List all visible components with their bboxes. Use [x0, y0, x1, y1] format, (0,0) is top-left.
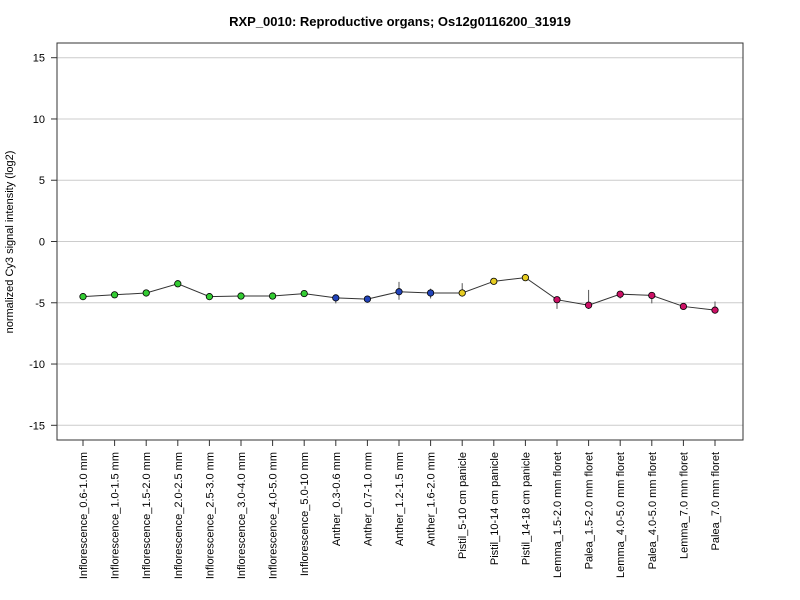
data-point [111, 291, 119, 299]
x-tick-label: Pistil_5-10 cm panicle [457, 452, 469, 559]
y-axis-label: normalized Cy3 signal intensity (log2) [4, 151, 16, 334]
x-tick-label: Inflorescence_4.0-5.0 mm [268, 452, 280, 579]
x-tick-label: Anther_0.3-0.6 mm [331, 452, 343, 546]
x-tick-label: Lemma_7.0 mm floret [678, 452, 690, 559]
y-tick-label: 15 [33, 53, 45, 65]
x-tick-label: Pistil_10-14 cm panicle [489, 452, 501, 565]
x-tick-label: Inflorescence_5.0-10 mm [299, 452, 311, 576]
data-point [268, 292, 277, 300]
data-point [300, 289, 308, 298]
data-point [363, 295, 371, 303]
x-tick-label: Inflorescence_1.5-2.0 mm [141, 452, 153, 579]
plot-frame [56, 42, 744, 441]
data-point [553, 296, 561, 304]
data-point [490, 277, 498, 285]
data-point [395, 288, 403, 296]
y-tick-label: 0 [39, 237, 45, 249]
x-tick-label: Anther_1.2-1.5 mm [394, 452, 406, 546]
x-tick-label: Anther_0.7-1.0 mm [362, 452, 374, 546]
x-tick-label: Inflorescence_3.0-4.0 mm [236, 452, 248, 579]
x-tick-label: Inflorescence_2.5-3.0 mm [204, 452, 216, 579]
y-tick-label: 10 [33, 114, 45, 126]
x-tick-label: Pistil_14-18 cm panicle [520, 452, 532, 565]
data-point [648, 291, 656, 300]
x-tick-label: Inflorescence_1.0-1.5 mm [110, 452, 122, 579]
x-tick-label: Inflorescence_0.6-1.0 mm [78, 452, 90, 579]
data-point [332, 294, 340, 302]
data-point [205, 293, 213, 301]
x-tick-label: Inflorescence_2.0-2.5 mm [173, 452, 185, 579]
x-tick-label: Lemma_4.0-5.0 mm floret [615, 452, 627, 578]
data-point [679, 302, 688, 311]
chart-title: RXP_0010: Reproductive organs; Os12g0116… [229, 14, 571, 29]
y-tick-label: -5 [35, 298, 45, 310]
data-point [521, 274, 530, 282]
data-point [426, 289, 435, 297]
data-point [616, 290, 624, 298]
y-tick-label: -10 [29, 359, 45, 371]
x-tick-label: Lemma_1.5-2.0 mm floret [552, 452, 564, 578]
x-tick-label: Palea_7.0 mm floret [710, 452, 722, 550]
y-axis: 15 10 5 0 -5 -10 -15 [29, 53, 57, 432]
data-points [79, 274, 719, 314]
data-point [584, 301, 593, 309]
y-tick-label: 5 [39, 175, 45, 187]
data-point [79, 293, 87, 301]
x-tick-label: Anther_1.6-2.0 mm [426, 452, 438, 546]
data-point [174, 280, 182, 288]
y-tick-label: -15 [29, 420, 45, 432]
x-axis: Inflorescence_0.6-1.0 mm Inflorescence_1.… [78, 440, 722, 579]
data-point [711, 306, 719, 314]
grid-lines [57, 57, 743, 426]
data-point [142, 289, 150, 297]
x-tick-label: Palea_4.0-5.0 mm floret [647, 452, 659, 569]
x-tick-label: Palea_1.5-2.0 mm floret [584, 452, 596, 569]
data-point [458, 289, 466, 297]
data-point [237, 292, 245, 300]
